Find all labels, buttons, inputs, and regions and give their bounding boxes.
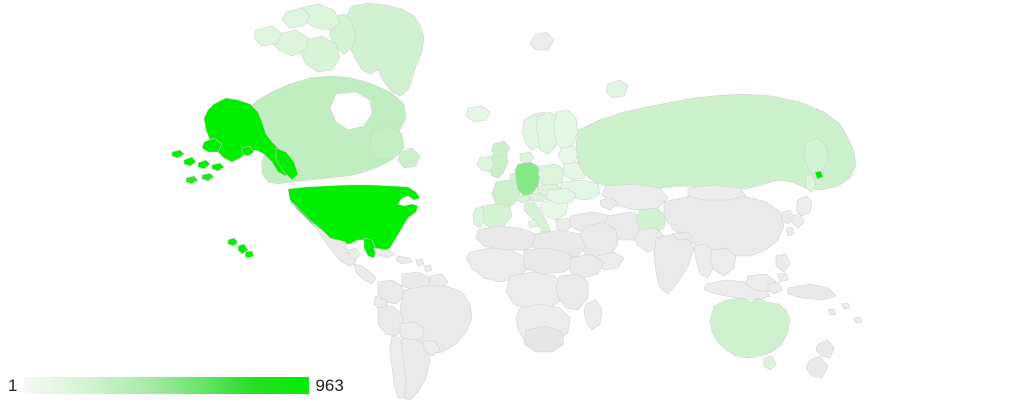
country-tasmania-australia[interactable]	[764, 356, 776, 370]
country-greece[interactable]	[556, 218, 572, 232]
country-kodiak-island[interactable]	[242, 146, 254, 156]
countries-layer[interactable]	[172, 3, 862, 400]
legend-min-label: 1	[8, 375, 18, 395]
legend-gradient-bar	[24, 376, 310, 394]
country-hawaii-us[interactable]	[228, 238, 254, 258]
country-baffin-island[interactable]	[300, 36, 340, 72]
country-sweden[interactable]	[536, 112, 560, 154]
country-alaska-panhandle[interactable]	[276, 148, 298, 180]
country-denmark[interactable]	[520, 152, 534, 163]
country-nepal-bhutan[interactable]	[672, 232, 692, 240]
country-newfoundland[interactable]	[398, 148, 420, 168]
country-poland[interactable]	[538, 164, 564, 188]
country-morocco-algeria-tunisia[interactable]	[476, 226, 540, 250]
country-central-africa[interactable]	[506, 272, 566, 310]
country-ireland[interactable]	[477, 156, 494, 172]
country-new-zealand[interactable]	[806, 340, 834, 378]
country-korea[interactable]	[782, 210, 794, 224]
country-japan[interactable]	[786, 196, 812, 236]
country-hispaniola[interactable]	[396, 256, 412, 264]
country-portugal[interactable]	[473, 207, 484, 228]
legend-max-label: 963	[315, 375, 344, 395]
country-svalbard[interactable]	[530, 32, 554, 50]
country-uk-scotland[interactable]	[491, 141, 510, 156]
country-canada-east[interactable]	[370, 126, 404, 160]
country-new-guinea[interactable]	[788, 284, 836, 300]
country-caucasus[interactable]	[600, 198, 618, 210]
country-switzerland[interactable]	[516, 195, 530, 203]
country-south-africa[interactable]	[524, 326, 564, 352]
country-romania-hungary[interactable]	[546, 188, 576, 204]
country-australia[interactable]	[710, 298, 790, 358]
country-philippines[interactable]	[776, 254, 790, 282]
country-japan-island-highlight[interactable]	[815, 171, 823, 179]
country-finland[interactable]	[554, 110, 578, 150]
country-bolivia[interactable]	[400, 322, 424, 342]
country-paraguay-uruguay[interactable]	[424, 340, 440, 356]
country-aleutian-islands-far[interactable]	[186, 173, 214, 184]
country-cuba[interactable]	[374, 248, 394, 258]
country-kazakhstan[interactable]	[602, 184, 668, 210]
legend: 1 963	[6, 372, 344, 398]
country-hudson-bay-region[interactable]	[330, 92, 372, 130]
country-horn-of-africa[interactable]	[570, 254, 604, 278]
country-indochina[interactable]	[710, 248, 736, 276]
country-sulawesi[interactable]	[768, 282, 782, 294]
country-myanmar-thailand[interactable]	[694, 244, 714, 278]
country-arctic-islands-west[interactable]	[254, 26, 282, 46]
country-caribbean-lesser-antilles[interactable]	[416, 259, 432, 272]
country-madagascar[interactable]	[584, 300, 602, 330]
country-sakhalin-russia[interactable]	[806, 174, 816, 192]
country-pacific-islands[interactable]	[828, 303, 862, 323]
country-novaya-zemlya-russia[interactable]	[606, 80, 628, 98]
country-iceland[interactable]	[466, 106, 490, 122]
country-alaska-peninsula-islands[interactable]	[202, 138, 222, 152]
country-florida-us[interactable]	[364, 238, 376, 258]
country-colombia[interactable]	[378, 280, 404, 304]
country-aleutian-islands[interactable]	[172, 150, 224, 171]
country-central-america[interactable]	[354, 264, 376, 284]
country-arctic-islands-north[interactable]	[282, 8, 310, 28]
country-mongolia[interactable]	[688, 185, 746, 200]
country-kamchatka-russia[interactable]	[804, 138, 828, 174]
country-mexico-yucatan[interactable]	[348, 248, 360, 260]
country-east-africa[interactable]	[556, 274, 588, 310]
country-greenland[interactable]	[344, 3, 424, 96]
